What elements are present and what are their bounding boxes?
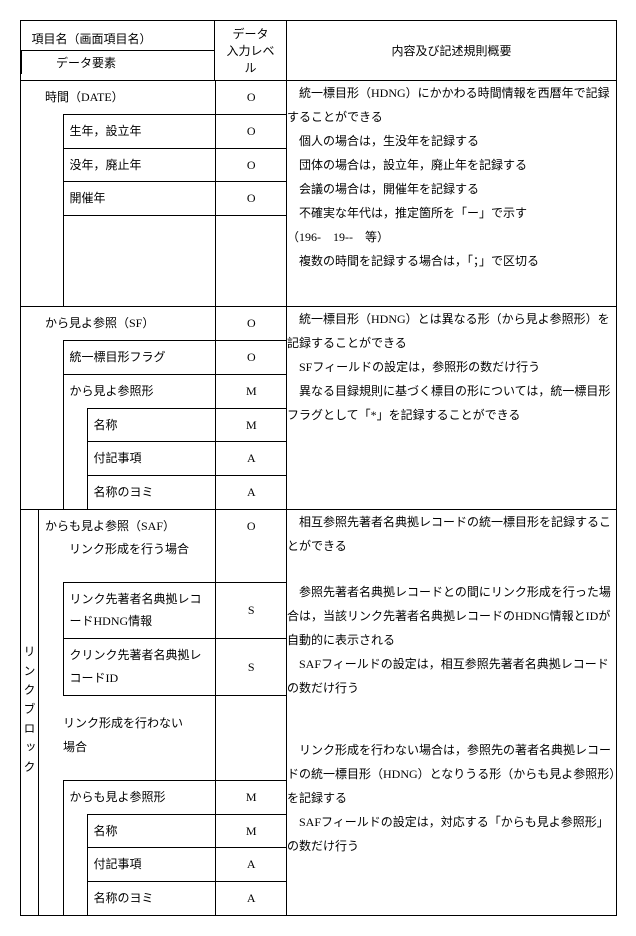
group-saf: からも見よ参照（SAF） <box>45 519 175 533</box>
level: A <box>215 476 287 509</box>
level: O <box>215 307 287 340</box>
level: O <box>215 81 287 114</box>
spec-table: 項目名（画面項目名） データ要素 データ入力レベル 内容及び記述規則概要 時間（… <box>20 20 617 916</box>
row-sf: から見よ参照（SF） O 統一標目形フラグ O から見よ参照形 M 名称 M <box>21 307 617 510</box>
level: O <box>215 182 287 216</box>
child-label: から見よ参照形 <box>63 374 215 408</box>
child-label: 付記事項 <box>87 442 215 476</box>
child-label: 生年，設立年 <box>63 114 215 148</box>
hdr-desc: 内容及び記述規則概要 <box>287 21 617 81</box>
child-label: 名称のヨミ <box>87 476 215 509</box>
desc-saf: 相互参照先著者名典拠レコードの統一標目形を記録することができる 参照先著者名典拠… <box>287 509 617 915</box>
link-child-label: クリンク先著者名典拠レコードID <box>63 639 215 696</box>
group-date: 時間（DATE） <box>39 81 215 114</box>
nolink-label: からも見よ参照形 <box>63 780 215 814</box>
level: S <box>215 582 287 639</box>
header-row: 項目名（画面項目名） データ要素 データ入力レベル 内容及び記述規則概要 <box>21 21 617 81</box>
desc-sf: 統一標目形（HDNG）とは異なる形（から見よ参照形）を記録することができる SF… <box>287 307 617 510</box>
group-sf: から見よ参照（SF） <box>39 307 215 340</box>
row-date: 時間（DATE） O 生年，設立年 O 没年，廃止年 O 開催年 O <box>21 81 617 307</box>
hdr-data-element: データ要素 <box>56 54 208 71</box>
hdr-level: データ入力レベル <box>215 21 287 81</box>
level: O <box>215 148 287 182</box>
level: M <box>215 780 287 814</box>
subtitle-nolink: リンク形成を行わない場合 <box>39 706 215 764</box>
side-label: リンクブロック <box>21 509 39 915</box>
hdr-item-name: 項目名（画面項目名） <box>22 27 215 51</box>
level: S <box>215 639 287 696</box>
nolink-child-label: 名称のヨミ <box>87 882 215 915</box>
level: O <box>215 114 287 148</box>
desc-date: 統一標目形（HDNG）にかかわる時間情報を西暦年で記録することができる 個人の場… <box>287 81 617 307</box>
level: O <box>215 510 287 566</box>
level: A <box>215 442 287 476</box>
level: A <box>215 882 287 915</box>
child-label: 統一標目形フラグ <box>63 340 215 374</box>
level: M <box>215 374 287 408</box>
level: M <box>215 814 287 848</box>
nolink-child-label: 名称 <box>87 814 215 848</box>
child-label: 開催年 <box>63 182 215 216</box>
nolink-child-label: 付記事項 <box>87 848 215 882</box>
level: A <box>215 848 287 882</box>
child-label: 没年，廃止年 <box>63 148 215 182</box>
subtitle-link: リンク形成を行う場合 <box>45 542 189 556</box>
link-child-label: リンク先著者名典拠レコードHDNG情報 <box>63 582 215 639</box>
level: M <box>215 408 287 442</box>
level: O <box>215 340 287 374</box>
child-label: 名称 <box>87 408 215 442</box>
row-saf: リンクブロック からも見よ参照（SAF） リンク形成を行う場合 O リンク先著者… <box>21 509 617 915</box>
